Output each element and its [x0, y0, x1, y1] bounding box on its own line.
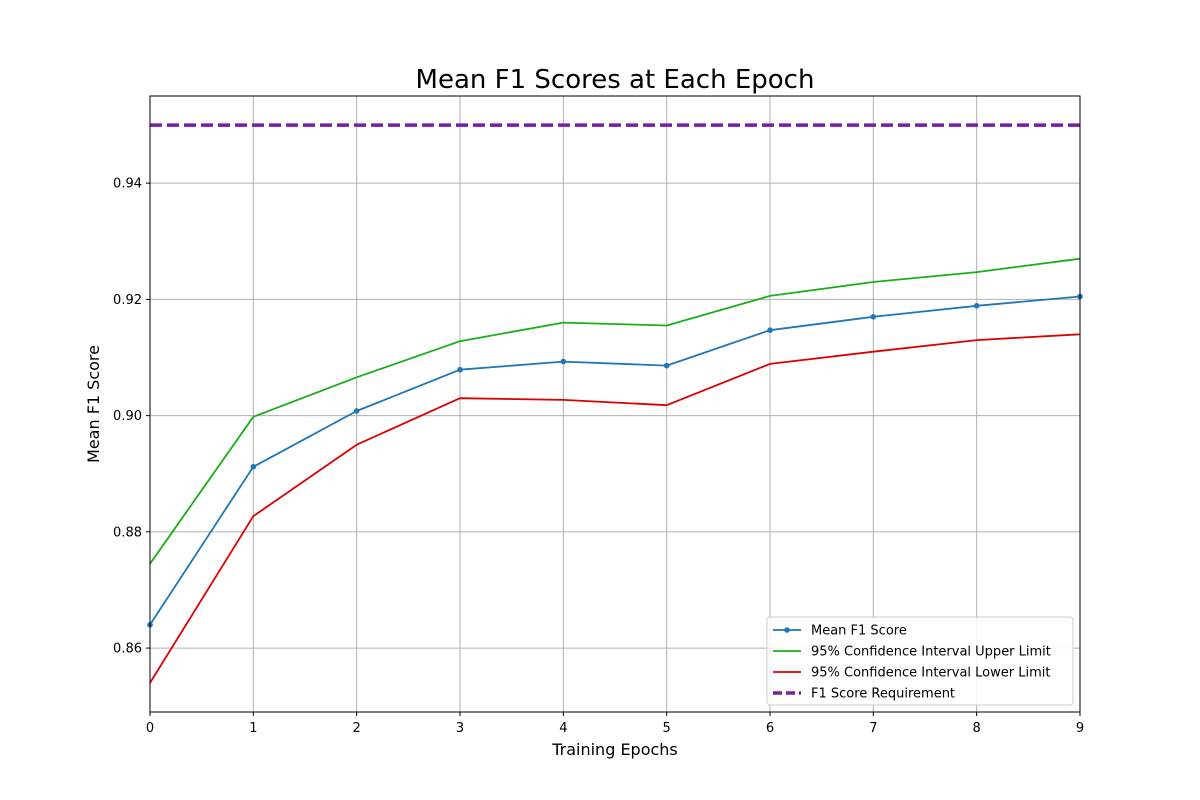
- data-point: [353, 408, 360, 414]
- x-axis-label: Training Epochs: [551, 740, 678, 759]
- data-point: [663, 362, 670, 369]
- data-point: [870, 314, 877, 320]
- grid: [149, 96, 1081, 712]
- legend-marker: [784, 627, 790, 633]
- x-tick-label: 5: [663, 721, 671, 736]
- plot-frame: [149, 95, 1081, 713]
- x-tick-label: 7: [869, 721, 877, 736]
- data-point: [973, 302, 980, 309]
- ticks: 0 1 2 3 4 5 6 7 8 9 0.86 0.88 0.90 0.92 0.94: [113, 177, 1084, 736]
- data-point: [560, 358, 567, 365]
- x-tick-label: 3: [456, 721, 464, 736]
- y-tick-label: 0.94: [113, 177, 142, 192]
- series-line-2: [149, 257, 1081, 565]
- x-tick-label: 9: [1076, 721, 1084, 736]
- x-tick-label: 2: [353, 721, 361, 736]
- y-tick-label: 0.92: [113, 293, 142, 308]
- data-point: [250, 463, 257, 470]
- y-tick-label: 0.88: [113, 525, 142, 540]
- chart-title: Mean F1 Scores at Each Epoch: [416, 65, 815, 95]
- legend-box: [766, 616, 1074, 706]
- series-layer: [147, 123, 1083, 684]
- series-line-1: [149, 295, 1081, 626]
- series-line-3: [149, 333, 1081, 684]
- x-tick-label: 8: [973, 721, 981, 736]
- x-tick-label: 6: [766, 721, 774, 736]
- legend: Mean F1 Score 95% Confidence Interval Upp…: [766, 616, 1074, 706]
- x-tick-label: 1: [249, 721, 257, 736]
- legend-label: Mean F1 Score: [811, 624, 907, 639]
- y-tick-label: 0.90: [113, 409, 142, 424]
- data-point: [767, 327, 773, 333]
- data-point: [457, 366, 463, 373]
- y-tick-label: 0.86: [113, 642, 142, 657]
- legend-label: F1 Score Requirement: [811, 687, 955, 702]
- legend-label: 95% Confidence Interval Upper Limit: [811, 645, 1051, 660]
- legend-label: 95% Confidence Interval Lower Limit: [811, 666, 1050, 681]
- x-tick-label: 0: [146, 721, 154, 736]
- y-axis-label: Mean F1 Score: [84, 345, 103, 463]
- x-tick-label: 4: [559, 721, 567, 736]
